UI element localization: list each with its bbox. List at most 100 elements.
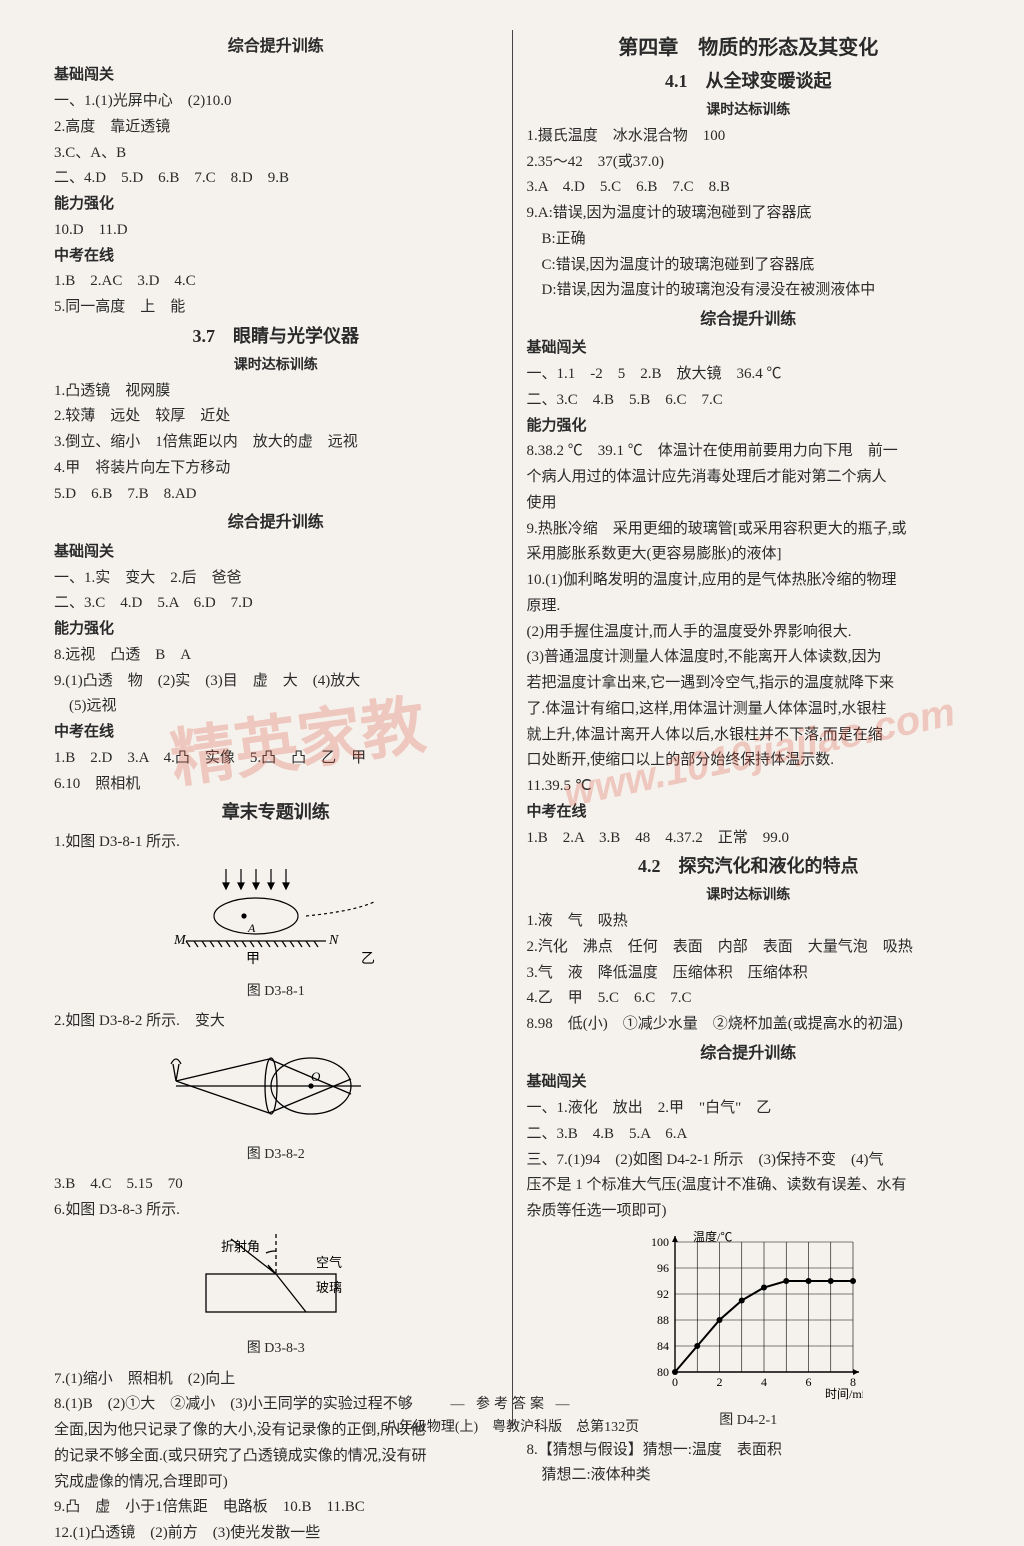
left-column: 综合提升训练 基础闯关 一、1.(1)光屏中心 (2)10.0 2.高度 靠近透… xyxy=(40,30,513,1429)
answer-line: 一、1.(1)光屏中心 (2)10.0 xyxy=(54,89,498,114)
answer-line: 1.B 2.AC 3.D 4.C xyxy=(54,269,498,294)
answer-line: D:错误,因为温度计的玻璃泡没有浸没在被测液体中 xyxy=(527,278,971,303)
answer-line: 就上升,体温计离开人体以后,水银柱并不下落,而是在缩 xyxy=(527,723,971,748)
answer-line: 1.B 2.D 3.A 4.凸 实像 5.凸 凸 乙 甲 xyxy=(54,746,498,771)
answer-line: 3.气 液 降低温度 压缩体积 压缩体积 xyxy=(527,961,971,986)
answer-line: 3.倒立、缩小 1倍焦距以内 放大的虚 远视 xyxy=(54,430,498,455)
subsection-heading: 基础闯关 xyxy=(54,540,498,565)
section-heading: 综合提升训练 xyxy=(527,1041,971,1067)
answer-line: B:正确 xyxy=(527,227,971,252)
answer-line: 4.乙 甲 5.C 6.C 7.C xyxy=(527,986,971,1011)
lens-diagram: O xyxy=(161,1039,391,1134)
subsection-heading: 基础闯关 xyxy=(54,63,498,88)
section-subheading: 课时达标训练 xyxy=(527,99,971,122)
answer-line: 一、1.实 变大 2.后 爸爸 xyxy=(54,566,498,591)
answer-line: 9.热胀冷缩 采用更细的玻璃管[或采用容积更大的瓶子,或 xyxy=(527,517,971,542)
svg-text:96: 96 xyxy=(657,1261,669,1275)
answer-line: 10.(1)伽利略发明的温度计,应用的是气体热胀冷缩的物理 xyxy=(527,568,971,593)
answer-line: 压不是 1 个标准大气压(温度计不准确、读数有误差、水有 xyxy=(527,1173,971,1198)
answer-line: C:错误,因为温度计的玻璃泡碰到了容器底 xyxy=(527,253,971,278)
answer-line: 8.远视 凸透 B A xyxy=(54,643,498,668)
answer-line: 11.39.5 ℃ xyxy=(527,774,971,799)
right-column: 第四章 物质的形态及其变化 4.1 从全球变暖谈起 课时达标训练 1.摄氏温度 … xyxy=(513,30,985,1429)
answer-line: 9.A:错误,因为温度计的玻璃泡碰到了容器底 xyxy=(527,201,971,226)
answer-line: 二、3.C 4.D 5.A 6.D 7.D xyxy=(54,591,498,616)
answer-line: 若把温度计拿出来,它一遇到冷空气,指示的温度就降下来 xyxy=(527,671,971,696)
answer-line: 2.如图 D3-8-2 所示. 变大 xyxy=(54,1009,498,1034)
answer-line: 9.凸 虚 小于1倍焦距 电路板 10.B 11.BC xyxy=(54,1495,498,1520)
svg-text:温度/℃: 温度/℃ xyxy=(693,1230,732,1244)
svg-text:84: 84 xyxy=(657,1339,669,1353)
answer-line: 8.38.2 ℃ 39.1 ℃ 体温计在使用前要用力向下甩 前一 xyxy=(527,439,971,464)
figure-d3-8-2: O 图 D3-8-2 xyxy=(54,1039,498,1166)
answer-line: 了.体温计有缩口,这样,用体温计测量人体体温时,水银柱 xyxy=(527,697,971,722)
answer-line: 3.A 4.D 5.C 6.B 7.C 8.B xyxy=(527,175,971,200)
answer-line: 6.如图 D3-8-3 所示. xyxy=(54,1198,498,1223)
footer-info: 八年级物理(上) 粤教沪科版 总第132页 xyxy=(0,1416,1024,1439)
figure-d3-8-3: 折射角 空气 玻璃 图 D3-8-3 xyxy=(54,1229,498,1361)
subsection-heading: 中考在线 xyxy=(54,720,498,745)
answer-line: 2.汽化 沸点 任何 表面 内部 表面 大量气泡 吸热 xyxy=(527,935,971,960)
answer-line: (2)用手握住温度计,而人手的温度受外界影响很大. xyxy=(527,620,971,645)
answer-line: 口处断开,使缩口以上的部分始终保持体温示数. xyxy=(527,748,971,773)
optics-diagram-1: M N A 甲 乙 xyxy=(156,861,396,971)
answer-line: 原理. xyxy=(527,594,971,619)
label-refraction-angle: 折射角 xyxy=(221,1239,260,1254)
chapter-title: 第四章 物质的形态及其变化 xyxy=(527,32,971,65)
answer-line: 2.较薄 远处 较厚 近处 xyxy=(54,404,498,429)
answer-line: 一、1.1 -2 5 2.B 放大镜 36.4 ℃ xyxy=(527,362,971,387)
answer-line: 12.(1)凸透镜 (2)前方 (3)使光发散一些 xyxy=(54,1521,498,1546)
answer-line: 三、7.(1)94 (2)如图 D4-2-1 所示 (3)保持不变 (4)气 xyxy=(527,1148,971,1173)
svg-text:88: 88 xyxy=(657,1313,669,1327)
figure-caption: 图 D3-8-1 xyxy=(54,980,498,1003)
answer-line: (5)远视 xyxy=(54,694,498,719)
label-N: N xyxy=(328,933,339,948)
chapter-end-title: 章末专题训练 xyxy=(54,798,498,828)
label-A: A xyxy=(247,921,256,935)
answer-line: 4.甲 将装片向左下方移动 xyxy=(54,456,498,481)
answer-line: 3.B 4.C 5.15 70 xyxy=(54,1172,498,1197)
subsection-heading: 能力强化 xyxy=(527,414,971,439)
figure-d3-8-1: M N A 甲 乙 图 D3-8-1 xyxy=(54,861,498,1003)
svg-text:92: 92 xyxy=(657,1287,669,1301)
answer-line: 1.B 2.A 3.B 48 4.37.2 正常 99.0 xyxy=(527,826,971,851)
answer-line: 采用膨胀系数更大(更容易膨胀)的液体] xyxy=(527,542,971,567)
two-column-page: 综合提升训练 基础闯关 一、1.(1)光屏中心 (2)10.0 2.高度 靠近透… xyxy=(40,30,984,1429)
section-subheading: 课时达标训练 xyxy=(54,354,498,377)
temperature-time-chart: 024688084889296100温度/℃时间/min xyxy=(633,1230,863,1400)
answer-line: 二、4.D 5.D 6.B 7.C 8.D 9.B xyxy=(54,166,498,191)
label-M: M xyxy=(173,933,187,948)
section-number-title: 3.7 眼睛与光学仪器 xyxy=(54,322,498,352)
svg-text:2: 2 xyxy=(717,1375,723,1389)
svg-text:6: 6 xyxy=(806,1375,812,1389)
subsection-heading: 能力强化 xyxy=(54,192,498,217)
label-jia: 甲 xyxy=(246,952,260,967)
answer-line: 1.凸透镜 视网膜 xyxy=(54,379,498,404)
answer-line: 1.摄氏温度 冰水混合物 100 xyxy=(527,124,971,149)
svg-text:0: 0 xyxy=(672,1375,678,1389)
answer-line: 5.同一高度 上 能 xyxy=(54,295,498,320)
answer-line: 1.如图 D3-8-1 所示. xyxy=(54,830,498,855)
figure-caption: 图 D3-8-2 xyxy=(54,1143,498,1166)
section-number-title: 4.2 探究汽化和液化的特点 xyxy=(527,852,971,882)
answer-line: 7.(1)缩小 照相机 (2)向上 xyxy=(54,1367,498,1392)
label-glass: 玻璃 xyxy=(316,1280,342,1295)
answer-line: 猜想二:液体种类 xyxy=(527,1463,971,1488)
subsection-heading: 中考在线 xyxy=(527,800,971,825)
answer-line: 一、1.液化 放出 2.甲 "白气" 乙 xyxy=(527,1096,971,1121)
subsection-heading: 能力强化 xyxy=(54,617,498,642)
refraction-diagram: 折射角 空气 玻璃 xyxy=(176,1229,376,1329)
subsection-heading: 中考在线 xyxy=(54,244,498,269)
answer-line: 5.D 6.B 7.B 8.AD xyxy=(54,482,498,507)
answer-line: 10.D 11.D xyxy=(54,218,498,243)
subsection-heading: 基础闯关 xyxy=(527,336,971,361)
section-number-title: 4.1 从全球变暖谈起 xyxy=(527,67,971,97)
answer-line: 9.(1)凸透 物 (2)实 (3)目 虚 大 (4)放大 xyxy=(54,669,498,694)
page-footer: — 参考答案 — 八年级物理(上) 粤教沪科版 总第132页 xyxy=(0,1393,1024,1439)
label-O: O xyxy=(311,1069,321,1084)
answer-line: 个病人用过的体温计应先消毒处理后才能对第二个病人 xyxy=(527,465,971,490)
answer-line: 二、3.B 4.B 5.A 6.A xyxy=(527,1122,971,1147)
label-air: 空气 xyxy=(316,1255,342,1270)
svg-text:80: 80 xyxy=(657,1365,669,1379)
answer-line: 究成虚像的情况,合理即可) xyxy=(54,1470,498,1495)
